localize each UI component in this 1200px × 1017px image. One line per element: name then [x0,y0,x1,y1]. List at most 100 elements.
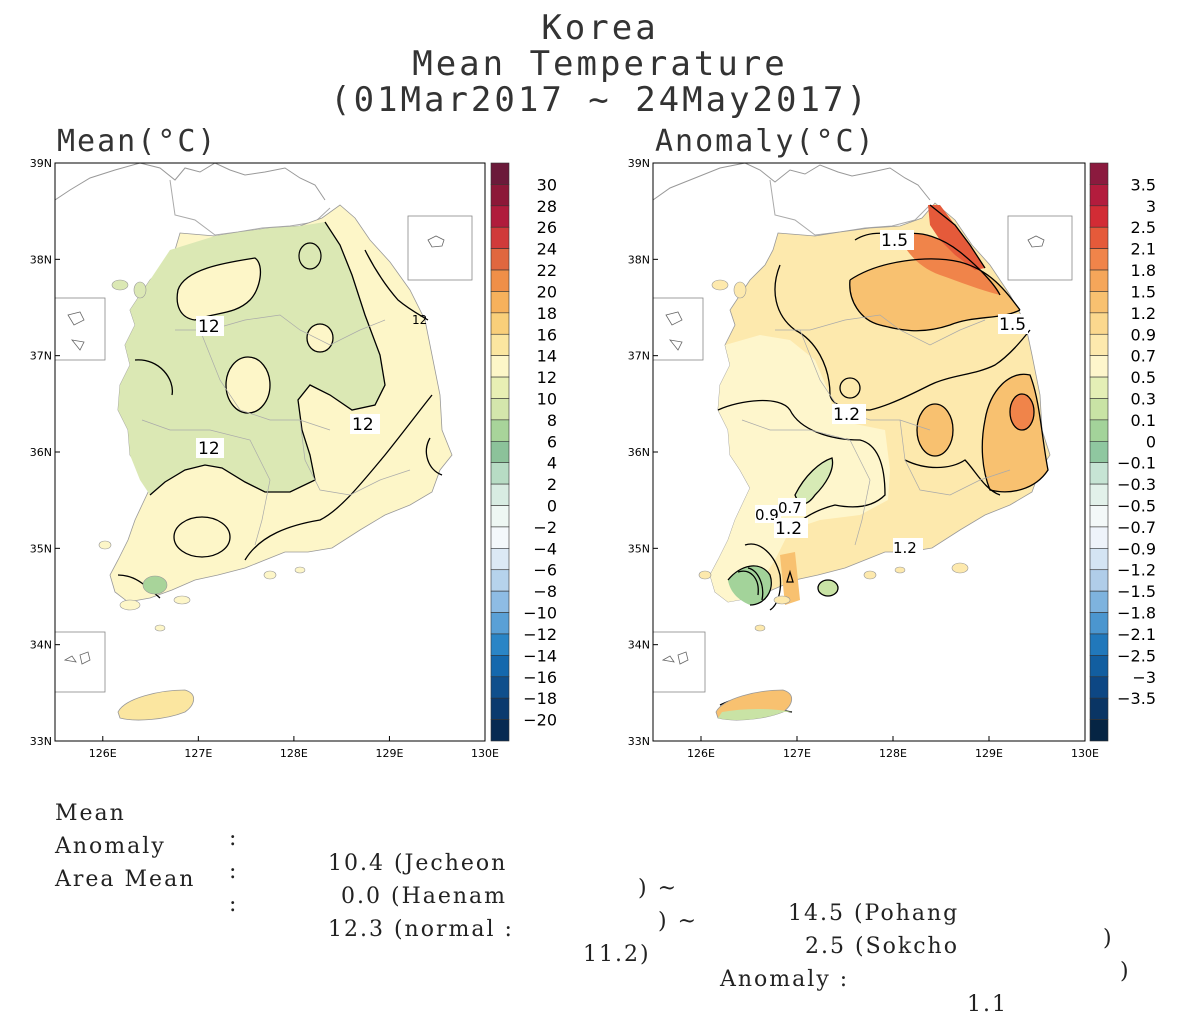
colorbar-label: −0.7 [1117,518,1156,537]
colorbar-swatch [1089,291,1109,314]
colorbar-swatch [1089,269,1109,292]
colorbar-swatch [1089,483,1109,506]
colorbar-swatch [490,376,510,399]
colorbar-label: −0.5 [1117,497,1156,516]
colorbar-label: −1.2 [1117,561,1156,580]
colorbar-label: 2.5 [1131,218,1156,237]
colorbar-swatch [1089,526,1109,549]
stats-row-anomaly: Anomaly : 0.0 (Haenam ) ~ 2.5 (Sokcho ) [55,809,1195,984]
colorbar-label: −16 [523,668,557,687]
lon-tick-label: 130E [471,747,499,760]
anomaly-low-region [710,335,890,602]
colorbar-label: 2 [547,475,557,494]
island [119,599,141,611]
lon-tick-label: 127E [783,747,811,760]
colorbar-label: 1.8 [1131,261,1156,280]
inset-box-ulleung [407,215,473,281]
colorbar-label: 30 [537,175,557,194]
colorbar-label: 0.3 [1131,389,1156,408]
anomaly-contour-line [1009,393,1035,431]
colorbar-swatch [490,612,510,635]
lat-tick-label: 38N [628,253,650,266]
inset-box-baengnyeong [653,297,704,361]
anomaly-contour-line [849,258,1021,311]
colorbar-swatch [1089,655,1109,678]
anomaly-contour-label: 1.2 [893,539,917,557]
anomaly-contour-line [839,377,861,399]
colorbar-swatch [490,462,510,485]
lon-tick-label: 126E [89,747,117,760]
stats-label: Area Mean [55,867,196,892]
mean-contour-label: 12 [198,439,220,459]
lon-tick-label: 127E [184,747,212,760]
colorbar-swatch [1089,676,1109,699]
anomaly-contour-label: 1.2 [833,405,860,425]
stats-label: Mean [55,801,126,826]
lat-tick-label: 39N [628,157,650,170]
colorbar-label: −8 [533,582,557,601]
stats-normal-value: 11.2) [583,942,651,967]
colorbar-swatch [1089,162,1109,185]
island [711,279,729,291]
anomaly-cool-region [795,458,833,504]
colorbar-swatch [1089,612,1109,635]
anomaly-colorbar: 3.5 3 2.5 2.1 1.8 1.5 1.2 0.9 0.7 0.5 0.3 0.1 0 −0.1 −… [1089,162,1156,742]
colorbar-label: 0.7 [1131,347,1156,366]
colorbar-swatch [490,355,510,378]
colorbar-swatch [1089,569,1109,592]
inset-box-chuja [653,631,706,693]
stats-anomaly-label: Anomaly : [720,967,850,992]
mean-contour-label: 12 [352,415,374,435]
island [894,566,906,574]
colorbar-swatch [1089,355,1109,378]
mean-cool-pocket [298,242,322,270]
island [773,595,791,605]
colorbar-swatch [490,655,510,678]
colorbar-swatch [490,162,510,185]
mean-warm-pocket-2 [226,357,270,413]
stats-max-value: 2.5 (Sokcho [805,934,959,959]
colorbar-swatch [1089,633,1109,656]
mean-contour-line-c [306,323,334,353]
colorbar-swatch [1089,312,1109,335]
lat-tick-label: 36N [30,446,52,459]
anomaly-contour-label: 0.9 [755,506,779,524]
anomaly-hottest-region [928,205,985,270]
colorbar-label: 22 [537,261,557,280]
anomaly-contour-line [817,579,839,597]
colorbar-swatch [490,590,510,613]
colorbar-swatch [1089,226,1109,249]
colorbar-swatch [490,291,510,314]
colorbar-swatch [490,505,510,528]
anomaly-contour-line [744,543,782,611]
inset-island-chuja [661,651,689,665]
colorbar-label: −3 [1132,668,1156,687]
anomaly-contour-line [904,459,1001,496]
stats-row-area-mean: Area Mean : 12.3 (normal : 11.2) Anomaly… [55,842,1195,1017]
colorbar-label: −12 [523,625,557,644]
colorbar-swatch [490,633,510,656]
lat-tick-label: 36N [628,446,650,459]
anomaly-contour-line [916,403,954,457]
colorbar-label: 0.9 [1131,325,1156,344]
anomaly-contour-label: 1.5 [881,231,908,251]
stats-label: Anomaly [55,834,166,859]
colorbar-label: 0.1 [1131,411,1156,430]
mean-contour-line-g [134,359,173,396]
stats-range-sep: ) ~ [638,876,679,901]
mean-colorbar: 302826242220181614121086420−2−4−6−8−10−1… [490,162,557,742]
colorbar-label: 14 [537,347,557,366]
inset-island-baengnyeong [665,311,683,351]
lon-tick-label: 130E [1071,747,1099,760]
colorbar-swatch [490,676,510,699]
north-border-line [653,163,931,201]
colorbar-label: 0 [1146,432,1156,451]
colorbar-label: 26 [537,218,557,237]
colorbar-label: −1.5 [1117,582,1156,601]
colorbar-label: 4 [547,454,557,473]
mean-warm-pocket-3 [307,324,333,352]
colorbar-label: −0.9 [1117,539,1156,558]
mean-contour-label: 12 [412,313,427,327]
colorbar-label: 10 [537,389,557,408]
colorbar-label: 18 [537,304,557,323]
